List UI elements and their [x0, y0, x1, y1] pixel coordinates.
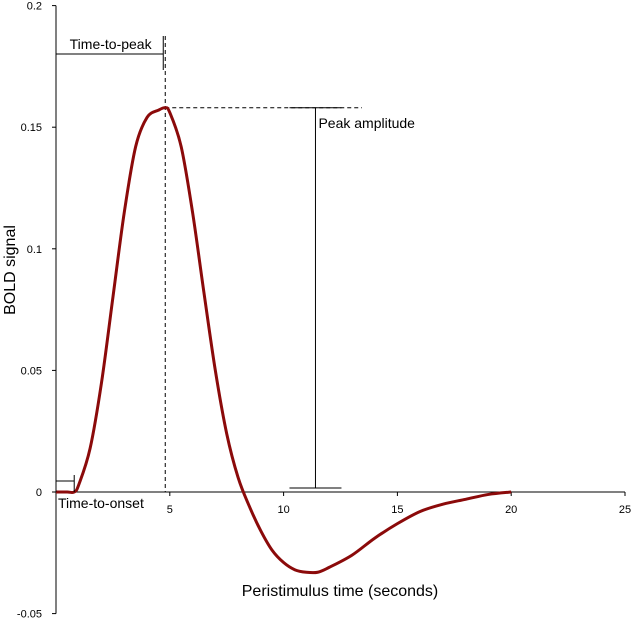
annotations: Time-to-peak Time-to-onset Peak amplitude	[55, 36, 415, 511]
time-to-onset-label: Time-to-onset	[58, 495, 144, 511]
series-layer	[55, 106, 512, 575]
guide-lines	[164, 36, 362, 492]
x-axis: 5 10 15 20 25	[56, 491, 631, 516]
y-tick-label: 0.05	[21, 365, 42, 377]
x-tick-label: 5	[167, 504, 173, 516]
time-to-peak-label: Time-to-peak	[70, 36, 153, 52]
x-tick-label: 20	[505, 504, 517, 516]
hrf-curve	[55, 106, 512, 575]
x-tick-label: 25	[619, 504, 631, 516]
x-axis-label: Peristimulus time (seconds)	[242, 583, 439, 600]
x-tick-label: 10	[277, 504, 289, 516]
x-tick-label: 15	[391, 504, 403, 516]
y-tick-label: 0	[36, 487, 42, 499]
peak-amplitude-label: Peak amplitude	[318, 115, 415, 131]
y-tick-label: 0.2	[27, 1, 42, 13]
y-axis-label: BOLD signal	[2, 225, 19, 315]
y-ticks: -0.05 0 0.05 0.1 0.15 0.2	[17, 1, 56, 621]
y-tick-label: 0.1	[27, 244, 42, 256]
y-tick-label: 0.15	[21, 122, 42, 134]
y-axis: -0.05 0 0.05 0.1 0.15 0.2	[17, 1, 57, 621]
x-ticks: 5 10 15 20 25	[167, 492, 631, 516]
y-tick-label: -0.05	[17, 609, 42, 621]
